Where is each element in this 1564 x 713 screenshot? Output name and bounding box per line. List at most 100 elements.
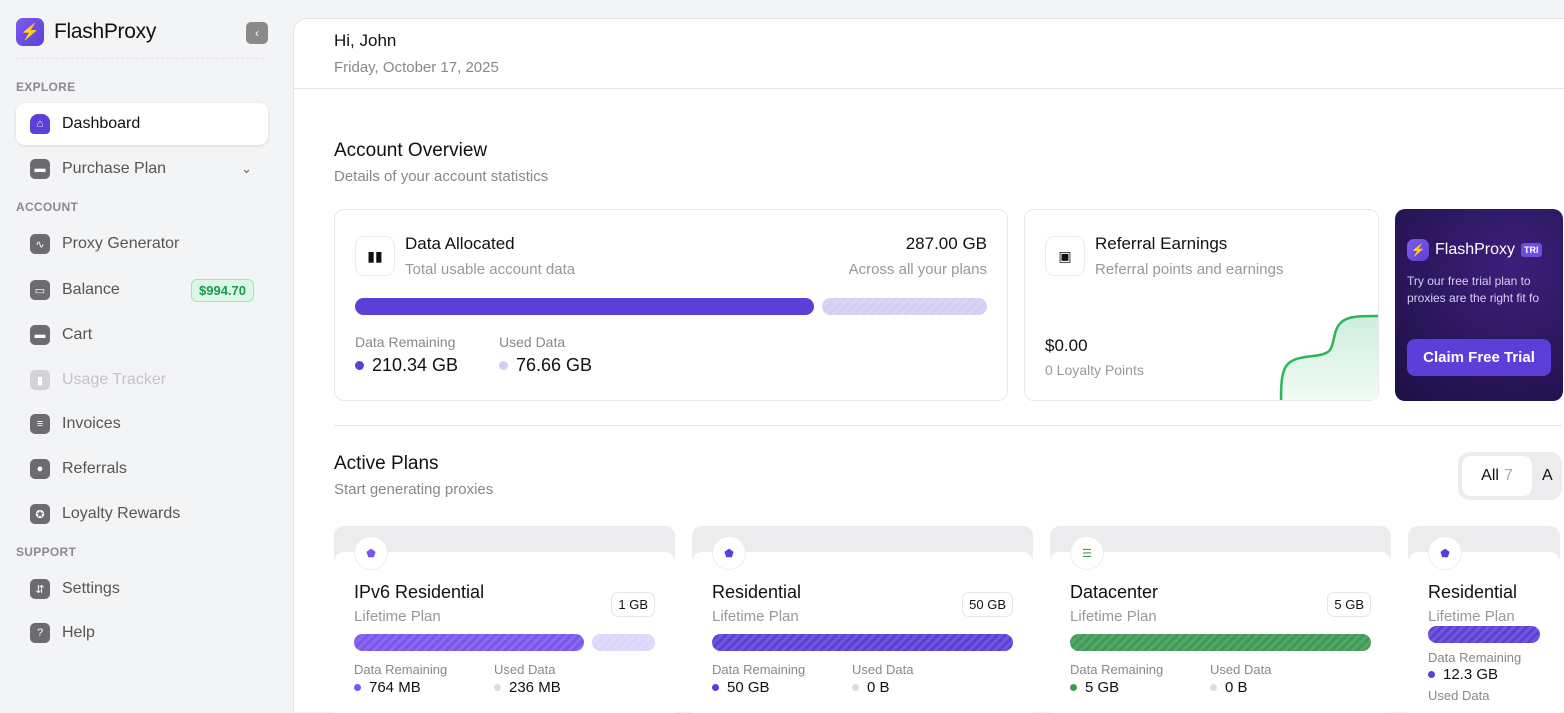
home-icon: ⬟: [354, 536, 388, 570]
card-subtitle: Total usable account data: [405, 261, 576, 278]
plan-card[interactable]: ⬟ IPv6 Residential Lifetime Plan 1 GB Da…: [334, 526, 675, 713]
total-data: 287.00 GB: [905, 234, 987, 253]
card-subtitle: Referral points and earnings: [1095, 261, 1284, 278]
sidebar-item-purchase-plan[interactable]: ▬ Purchase Plan ⌄: [16, 148, 268, 190]
bar-chart-icon: ▮▮: [355, 236, 395, 276]
remaining-bar: [1070, 634, 1371, 651]
used-bar: [591, 634, 655, 651]
used-bar: [822, 298, 987, 315]
plan-card[interactable]: ⬟ Residential Lifetime Plan 50 GB Data R…: [692, 526, 1033, 713]
plan-type: Lifetime Plan: [1070, 608, 1157, 625]
divider: [16, 58, 264, 59]
sidebar-item-loyalty-rewards[interactable]: ✪ Loyalty Rewards: [16, 493, 268, 535]
help-icon: ?: [30, 623, 50, 643]
sidebar-item-label: Cart: [62, 326, 93, 343]
home-icon: ⬟: [712, 536, 746, 570]
plan-size-badge: 1 GB: [611, 592, 655, 617]
lightning-icon: ⚡: [1407, 239, 1429, 261]
sidebar-item-settings[interactable]: ⇵ Settings: [16, 568, 268, 610]
cart-icon: ▬: [30, 159, 50, 179]
plan-name: Residential: [1428, 582, 1518, 602]
overview-subtitle: Details of your account statistics: [334, 168, 549, 185]
filter-all-tab[interactable]: All 7: [1462, 456, 1532, 496]
brand[interactable]: ⚡ FlashProxy: [16, 18, 156, 46]
card-title: Data Allocated: [405, 234, 515, 253]
home-icon: ⌂: [30, 114, 50, 134]
sidebar-item-label: Purchase Plan: [62, 160, 167, 177]
earnings-amount: $0.00: [1045, 336, 1088, 355]
used-label: Used Data: [494, 662, 556, 677]
promo-brand: FlashProxy: [1435, 241, 1516, 258]
greeting: Hi, John: [334, 31, 397, 50]
plan-card[interactable]: ☰ Datacenter Lifetime Plan 5 GB Data Rem…: [1050, 526, 1391, 713]
current-date: Friday, October 17, 2025: [334, 59, 499, 76]
server-icon: ☰: [1070, 536, 1104, 570]
earnings-sparkline: [1279, 314, 1378, 400]
used-value: 76.66 GB: [499, 355, 592, 376]
used-value: 0 B: [1210, 679, 1248, 696]
sidebar-item-label: Proxy Generator: [62, 235, 180, 252]
cart-icon: ▬: [30, 325, 50, 345]
header: Hi, John Friday, October 17, 2025: [294, 19, 1564, 89]
remaining-value: 764 MB: [354, 679, 421, 696]
used-label: Used Data: [1210, 662, 1272, 677]
filter-next-tab[interactable]: A: [1542, 467, 1553, 484]
used-label: Used Data: [852, 662, 914, 677]
lightning-icon: ⚡: [16, 18, 44, 46]
plan-filter: All 7 A: [1458, 452, 1562, 500]
sidebar-item-help[interactable]: ? Help: [16, 612, 268, 654]
remaining-label: Data Remaining: [1428, 650, 1522, 665]
plan-size-badge: 50 GB: [962, 592, 1013, 617]
trial-tag: TRI: [1521, 243, 1542, 257]
section-support: SUPPORT: [16, 545, 77, 559]
sidebar: ⚡ FlashProxy ‹ EXPLORE ACCOUNT SUPPORT ⌂…: [0, 0, 292, 712]
remaining-value: 12.3 GB: [1428, 666, 1498, 683]
bar-chart-icon: ▮: [30, 370, 50, 390]
used-label: Used Data: [499, 334, 566, 350]
card-title: Referral Earnings: [1095, 234, 1228, 253]
sidebar-item-dashboard[interactable]: ⌂ Dashboard: [16, 103, 268, 145]
sidebar-item-usage-tracker[interactable]: ▮ Usage Tracker: [16, 359, 268, 401]
remaining-label: Data Remaining: [712, 662, 806, 677]
brand-name: FlashProxy: [54, 20, 157, 43]
data-allocated-card: ▮▮ Data Allocated Total usable account d…: [334, 209, 1008, 401]
plan-card[interactable]: ⬟ Residential Lifetime Plan Data Remaini…: [1408, 526, 1560, 713]
used-value: 0 B: [852, 679, 890, 696]
sidebar-item-invoices[interactable]: ≡ Invoices: [16, 403, 268, 445]
claim-free-trial-button[interactable]: Claim Free Trial: [1407, 339, 1551, 376]
remaining-value: 50 GB: [712, 679, 770, 696]
section-explore: EXPLORE: [16, 80, 76, 94]
sidebar-item-label: Referrals: [62, 460, 127, 477]
collapse-sidebar-button[interactable]: ‹: [246, 22, 268, 44]
remaining-label: Data Remaining: [1070, 662, 1164, 677]
remaining-value: 210.34 GB: [355, 355, 458, 376]
remaining-bar: [712, 634, 1013, 651]
plan-type: Lifetime Plan: [712, 608, 799, 625]
sidebar-item-cart[interactable]: ▬ Cart: [16, 314, 268, 356]
sidebar-item-label: Usage Tracker: [62, 371, 167, 388]
remaining-value: 5 GB: [1070, 679, 1119, 696]
plan-type: Lifetime Plan: [1428, 608, 1515, 625]
chart-icon: ∿: [30, 234, 50, 254]
home-icon: ⬟: [1428, 536, 1462, 570]
plan-name: Residential: [712, 582, 802, 602]
plan-size-badge: 5 GB: [1327, 592, 1371, 617]
total-note: Across all your plans: [848, 261, 987, 278]
active-plans-title: Active Plans: [334, 453, 439, 474]
sidebar-item-proxy-generator[interactable]: ∿ Proxy Generator: [16, 223, 268, 265]
sidebar-item-label: Dashboard: [62, 115, 141, 132]
sidebar-item-balance[interactable]: ▭ Balance $994.70: [16, 269, 268, 311]
remaining-label: Data Remaining: [354, 662, 448, 677]
sidebar-item-label: Loyalty Rewards: [62, 505, 181, 522]
used-label: Used Data: [1428, 688, 1490, 703]
used-value: 236 MB: [494, 679, 561, 696]
remaining-bar: [1428, 626, 1540, 643]
referral-earnings-card: ▣ Referral Earnings Referral points and …: [1024, 209, 1379, 401]
plan-name: Datacenter: [1070, 582, 1159, 602]
main-panel: Hi, John Friday, October 17, 2025 Accoun…: [293, 18, 1564, 713]
sidebar-item-referrals[interactable]: ● Referrals: [16, 448, 268, 490]
award-icon: ✪: [30, 504, 50, 524]
overview-title: Account Overview: [334, 140, 488, 161]
active-plans-subtitle: Start generating proxies: [334, 481, 494, 498]
money-icon: ▣: [1045, 236, 1085, 276]
